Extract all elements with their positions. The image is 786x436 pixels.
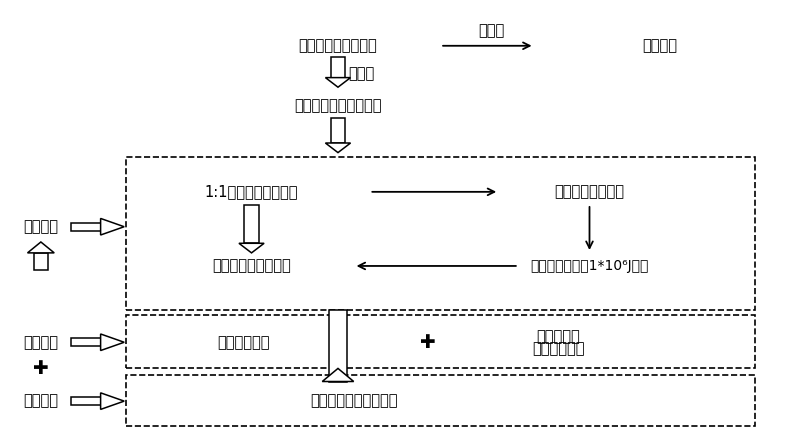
Polygon shape: [71, 397, 101, 405]
Polygon shape: [331, 57, 345, 78]
Polygon shape: [28, 242, 54, 253]
Text: 记录覆岩破断能量: 记录覆岩破断能量: [554, 184, 625, 199]
Text: ✚: ✚: [421, 333, 436, 352]
Polygon shape: [71, 222, 101, 231]
Polygon shape: [101, 393, 124, 409]
Polygon shape: [71, 338, 101, 346]
Polygon shape: [329, 310, 347, 382]
Text: 各煤岩层力学特性测试: 各煤岩层力学特性测试: [294, 98, 382, 113]
Text: 记录破断层位及位置: 记录破断层位及位置: [212, 259, 291, 273]
Text: 井下控制: 井下控制: [24, 394, 58, 409]
Polygon shape: [325, 78, 351, 87]
Polygon shape: [331, 118, 345, 143]
Text: 岩层破断能量达1*10⁶J以上: 岩层破断能量达1*10⁶J以上: [531, 259, 648, 273]
Polygon shape: [101, 334, 124, 351]
Polygon shape: [34, 253, 48, 270]
Polygon shape: [244, 205, 259, 243]
Text: 可控冲击波: 可控冲击波: [536, 329, 580, 344]
Text: 无冲击: 无冲击: [478, 23, 505, 38]
Polygon shape: [101, 218, 124, 235]
Text: 煤岩冲击倾向性鉴定: 煤岩冲击倾向性鉴定: [299, 38, 377, 53]
Polygon shape: [322, 368, 354, 382]
Text: 有冲击: 有冲击: [348, 67, 375, 82]
Text: 地面压裂控制: 地面压裂控制: [218, 335, 270, 350]
Polygon shape: [325, 143, 351, 153]
Text: 无需控制: 无需控制: [643, 38, 678, 53]
Text: 二次冲击振动: 二次冲击振动: [532, 341, 584, 356]
Text: 地面控制: 地面控制: [24, 335, 58, 350]
Text: 1:1建立数值模拟模型: 1:1建立数值模拟模型: [205, 184, 298, 199]
Polygon shape: [239, 243, 264, 253]
Text: ✚: ✚: [33, 359, 49, 378]
Text: 控制目标: 控制目标: [24, 219, 58, 234]
Text: 井下巷道钻孔水力压裂: 井下巷道钻孔水力压裂: [310, 394, 398, 409]
